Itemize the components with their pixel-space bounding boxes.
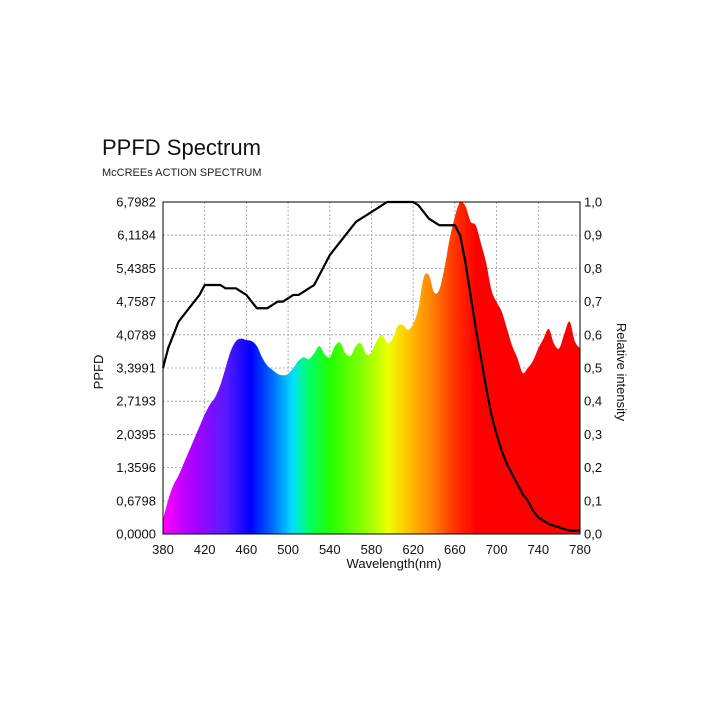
x-axis-label: Wavelength(nm)	[347, 556, 442, 571]
y-tick-label: 1,3596	[116, 460, 156, 475]
chart-title: PPFD Spectrum	[102, 135, 261, 160]
y-tick-label: 2,0395	[116, 427, 156, 442]
y-tick-label: 6,7982	[116, 195, 156, 210]
x-tick-label: 620	[402, 542, 424, 557]
y-tick-label: 3,3991	[116, 361, 156, 376]
plot-frame	[162, 201, 581, 535]
y2-tick-label: 0,2	[584, 460, 602, 475]
y2-tick-label: 0,1	[584, 493, 602, 508]
y2-tick-label: 0,3	[584, 427, 602, 442]
y-tick-label: 0,0000	[116, 527, 156, 542]
y2-tick-label: 0,4	[584, 394, 602, 409]
y2-axis-label: Relative intensity	[614, 323, 629, 422]
y2-tick-label: 0,5	[584, 361, 602, 376]
y2-tick-labels: 0,0 0,1 0,2 0,3 0,4 0,5 0,6 0,7 0,8 0,9 1,0	[584, 195, 602, 542]
y2-tick-label: 0,0	[584, 527, 602, 542]
x-tick-labels: 380 420 460 500 540 580 620 660 700 740 780	[152, 542, 591, 557]
y2-tick-label: 0,8	[584, 261, 602, 276]
x-tick-label: 660	[444, 542, 466, 557]
y-tick-label: 4,0789	[116, 327, 156, 342]
x-tick-label: 420	[194, 542, 216, 557]
y2-tick-label: 0,7	[584, 294, 602, 309]
y-tick-label: 4,7587	[116, 294, 156, 309]
x-tick-label: 700	[486, 542, 508, 557]
x-tick-label: 500	[277, 542, 299, 557]
y-tick-labels: 0,0000 0,6798 1,3596 2,0395 2,7193 3,3991 4,07…	[116, 195, 156, 542]
x-tick-label: 540	[319, 542, 341, 557]
ppfd-area	[163, 201, 580, 534]
x-tick-label: 380	[152, 542, 174, 557]
y2-tick-label: 0,9	[584, 228, 602, 243]
y-tick-label: 6,1184	[117, 228, 156, 243]
x-tick-label: 460	[236, 542, 258, 557]
y-tick-label: 0,6798	[116, 493, 156, 508]
x-tick-label: 740	[527, 542, 549, 557]
y-axis-label: PPFD	[91, 355, 106, 390]
relative-intensity-line	[161, 200, 580, 532]
x-tick-label: 780	[569, 542, 591, 557]
chart-subtitle: McCREEs ACTION SPECTRUM	[102, 167, 262, 179]
y-tick-label: 5,4385	[116, 261, 156, 276]
y-tick-label: 2,7193	[116, 394, 156, 409]
x-tick-label: 580	[361, 542, 383, 557]
y2-tick-label: 0,6	[584, 327, 602, 342]
y2-tick-label: 1,0	[584, 195, 602, 210]
